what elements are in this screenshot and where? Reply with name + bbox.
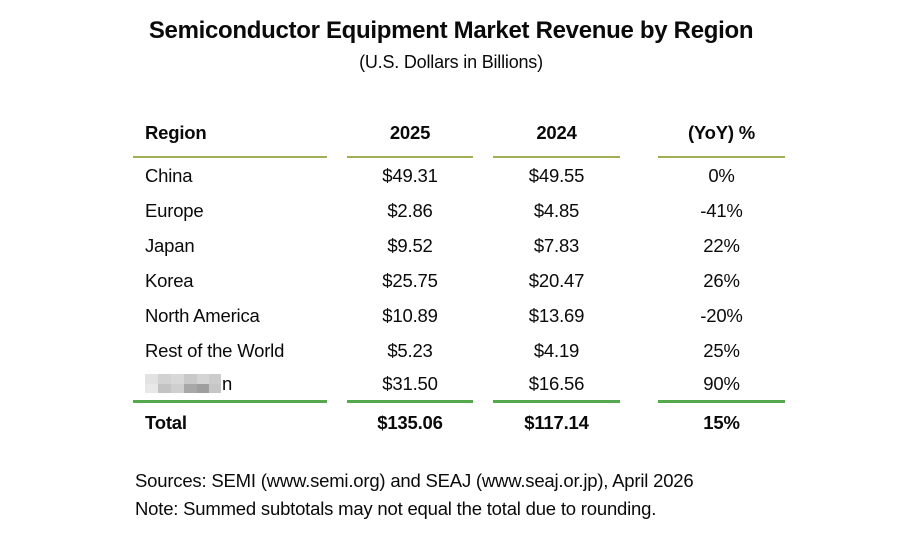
column-header-yoy: (YoY) % bbox=[658, 110, 785, 158]
region-cell: China bbox=[145, 165, 193, 186]
table-row-europe: Europe $2.86 $4.85 -41% bbox=[133, 193, 785, 228]
table-row-north-america: North America $10.89 $13.69 -20% bbox=[133, 298, 785, 333]
table-header-row: Region 2025 2024 (YoY) % bbox=[133, 110, 785, 158]
value-2025-cell: $9.52 bbox=[387, 235, 433, 256]
value-2024-cell: $20.47 bbox=[528, 270, 585, 291]
yoy-cell: -20% bbox=[700, 305, 743, 326]
total-label: Total bbox=[145, 412, 187, 433]
yoy-cell: 26% bbox=[703, 270, 740, 291]
table-row-korea: Korea $25.75 $20.47 26% bbox=[133, 263, 785, 298]
region-cell: Japan bbox=[145, 235, 195, 256]
value-2025-cell: $49.31 bbox=[382, 165, 438, 186]
column-header-region: Region bbox=[133, 110, 327, 158]
value-2025-cell: $31.50 bbox=[347, 368, 473, 403]
footer-sources-line: Sources: SEMI (www.semi.org) and SEAJ (w… bbox=[135, 470, 694, 491]
yoy-cell: 25% bbox=[703, 340, 740, 361]
yoy-cell: -41% bbox=[700, 200, 743, 221]
column-header-2025: 2025 bbox=[347, 110, 473, 158]
value-2024-cell: $7.83 bbox=[533, 235, 580, 256]
revenue-table: Region 2025 2024 (YoY) % China $49.31 $4… bbox=[133, 110, 785, 443]
value-2024-cell: $4.85 bbox=[533, 200, 580, 221]
region-cell: North America bbox=[145, 305, 260, 326]
value-2024-cell: $13.69 bbox=[528, 305, 585, 326]
table-row-japan: Japan $9.52 $7.83 22% bbox=[133, 228, 785, 263]
redaction-pixelation-block bbox=[145, 374, 221, 393]
footer: Sources: SEMI (www.semi.org) and SEAJ (w… bbox=[135, 467, 694, 523]
yoy-cell: 22% bbox=[703, 235, 740, 256]
table-total-row: Total $135.06 $117.14 15% bbox=[133, 403, 785, 443]
value-2025-cell: $5.23 bbox=[387, 340, 433, 361]
page-title: Semiconductor Equipment Market Revenue b… bbox=[148, 17, 754, 44]
table-row-redacted-region: n $31.50 $16.56 90% bbox=[133, 368, 785, 403]
redacted-region-visible-letter: n bbox=[222, 373, 233, 394]
yoy-cell: 0% bbox=[708, 165, 735, 186]
value-2025-cell: $2.86 bbox=[387, 200, 433, 221]
page-subtitle: (U.S. Dollars in Billions) bbox=[359, 52, 543, 72]
yoy-cell: 90% bbox=[658, 368, 785, 403]
table-row-rest-of-world: Rest of the World $5.23 $4.19 25% bbox=[133, 333, 785, 368]
table-row-china: China $49.31 $49.55 0% bbox=[133, 158, 785, 193]
region-cell: Korea bbox=[145, 270, 194, 291]
region-cell-redacted: n bbox=[133, 368, 327, 403]
value-2025-cell: $10.89 bbox=[382, 305, 438, 326]
value-2024-cell: $49.55 bbox=[528, 165, 585, 186]
value-2024-cell: $16.56 bbox=[493, 368, 620, 403]
value-2024-cell: $4.19 bbox=[533, 340, 580, 361]
value-2025-cell: $25.75 bbox=[382, 270, 438, 291]
total-2024-cell: $117.14 bbox=[524, 412, 589, 433]
region-cell: Rest of the World bbox=[145, 340, 285, 361]
total-yoy-cell: 15% bbox=[703, 412, 740, 433]
region-cell: Europe bbox=[145, 200, 204, 221]
footer-note-line: Note: Summed subtotals may not equal the… bbox=[135, 498, 657, 519]
column-header-2024: 2024 bbox=[493, 110, 620, 158]
total-2025-cell: $135.06 bbox=[377, 412, 443, 433]
